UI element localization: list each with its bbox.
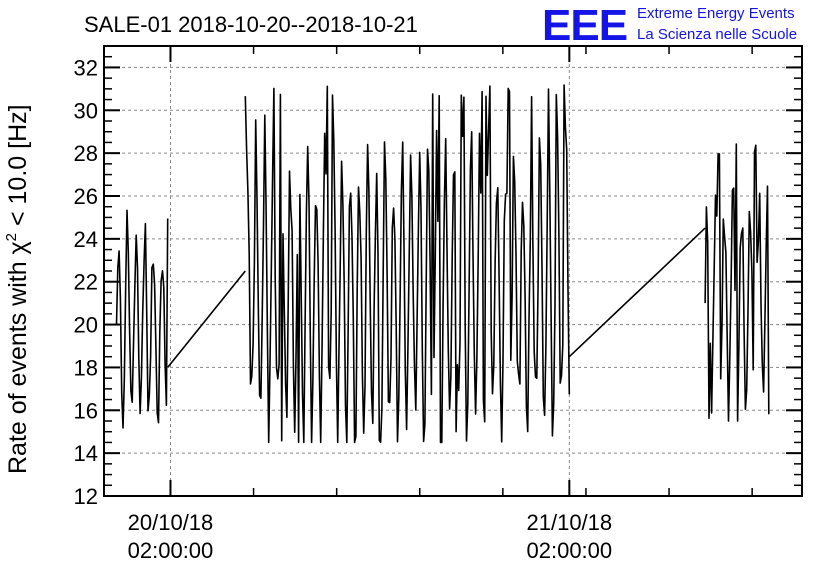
y-tick-label: 30 [74, 98, 98, 123]
grid [104, 46, 802, 497]
plot-frame [103, 45, 803, 497]
y-axis-label: Rate of events with χ2 < 10.0 [Hz] [3, 104, 32, 474]
y-tick-label: 18 [74, 355, 98, 380]
y-tick-label: 12 [74, 484, 98, 509]
chart-title: SALE-01 2018-10-20--2018-10-21 [84, 12, 418, 37]
logo-mark: EEE [542, 1, 627, 50]
y-tick-label: 28 [74, 141, 98, 166]
rate-series-line [115, 84, 770, 444]
x-tick-time: 02:00:00 [527, 538, 613, 563]
y-tick-label: 26 [74, 184, 98, 209]
axes: 12 14 16 18 20 22 24 26 28 30 32 20/10/18 02:00:00 21… [74, 46, 802, 563]
y-tick-label: 24 [74, 227, 98, 252]
x-tick-date: 20/10/18 [128, 510, 214, 535]
y-tick-label: 14 [74, 441, 98, 466]
y-tick-label: 32 [74, 55, 98, 80]
y-tick-label: 16 [74, 398, 98, 423]
data-series [115, 84, 770, 444]
y-tick-label: 20 [74, 313, 98, 338]
x-tick-time: 02:00:00 [128, 538, 214, 563]
x-tick-date: 21/10/18 [527, 510, 613, 535]
y-tick-label: 22 [74, 270, 98, 295]
eee-logo: EEE Extreme Energy Events La Scienza nel… [542, 1, 797, 50]
logo-line-1: Extreme Energy Events [637, 5, 795, 22]
logo-line-2: La Scienza nelle Scuole [637, 26, 797, 43]
